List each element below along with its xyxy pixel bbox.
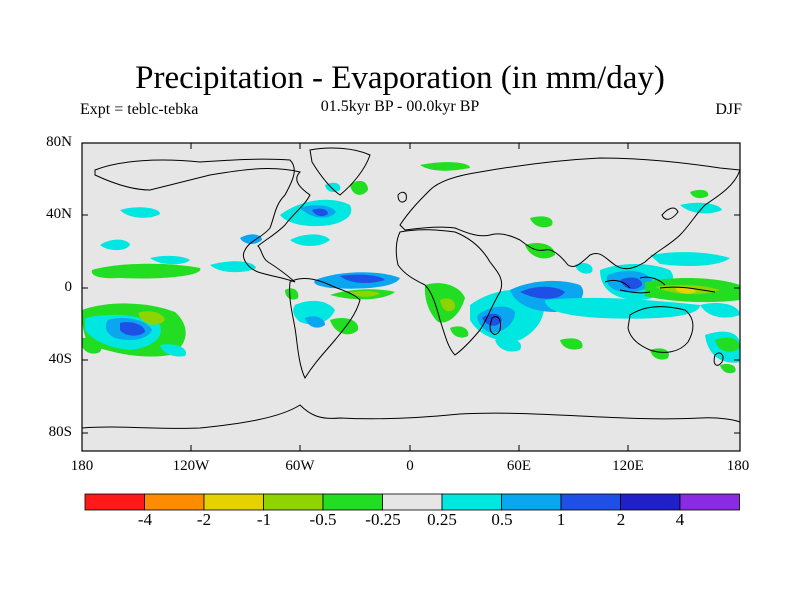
colorbar-label: -1 — [256, 510, 272, 529]
madagascar-coast — [489, 316, 501, 335]
experiment-label: Expt = teblc-tebka — [80, 101, 199, 118]
colorbar-label: -4 — [137, 510, 153, 529]
field-patch — [160, 344, 186, 357]
field-patch — [82, 337, 102, 354]
new-zealand-coast — [713, 352, 724, 366]
plot-title: Precipitation - Evaporation (in mm/day) — [135, 60, 665, 96]
antarctica-coast — [82, 404, 740, 429]
colorbar-label: -0.5 — [309, 510, 337, 529]
field-patch — [715, 337, 740, 352]
field-patch — [150, 255, 190, 265]
lon-label-180e: 180 — [726, 458, 750, 474]
field-patch — [290, 234, 330, 246]
colorbar-label: 4 — [675, 510, 685, 529]
field-patch — [330, 318, 359, 335]
colorbar-box — [144, 493, 205, 511]
field-patch — [495, 338, 521, 352]
field-patch — [690, 189, 709, 199]
field-patch — [520, 286, 565, 299]
colorbar-label: 0.25 — [427, 510, 457, 529]
british-isles-coast — [397, 191, 407, 203]
japan-coast — [661, 207, 679, 220]
field-patch — [350, 290, 380, 297]
field-patch — [650, 252, 730, 266]
north-america-coast — [94, 158, 311, 283]
field-patch — [680, 202, 722, 214]
colorbar-box — [203, 493, 264, 511]
lat-label-40s: 40S — [48, 351, 72, 367]
maritime-islands-coast — [604, 276, 716, 294]
greenland-coast — [309, 147, 371, 196]
colorbar-label: 1 — [556, 510, 566, 529]
field-patch — [305, 316, 325, 328]
colorbar-box — [620, 493, 681, 511]
lon-label-120e: 120E — [612, 458, 644, 474]
field-patch — [91, 263, 201, 279]
lon-label-180w: 180 — [70, 458, 94, 474]
lon-label-120w: 120W — [172, 458, 210, 474]
field-patch — [312, 208, 328, 217]
field-patch — [293, 300, 335, 325]
lon-label-60e: 60E — [506, 458, 532, 474]
lon-label-0: 0 — [406, 458, 414, 474]
field-patch — [620, 277, 642, 290]
colorbar-box — [441, 493, 502, 511]
map-frame — [81, 142, 741, 452]
field-patch — [440, 298, 456, 312]
colorbar-box — [560, 493, 621, 511]
colorbar-label: 2 — [616, 510, 626, 529]
colorbar-box — [679, 493, 740, 511]
field-patch — [720, 363, 736, 374]
field-patch — [120, 207, 160, 218]
colorbar-label: 0.5 — [491, 510, 513, 529]
colorbar-label: -2 — [196, 510, 212, 529]
field-patch — [210, 261, 256, 273]
colorbar-box — [501, 493, 562, 511]
colorbar-box — [84, 493, 145, 511]
field-patch — [100, 239, 130, 251]
colorbar-box — [322, 493, 383, 511]
field-patch — [700, 303, 740, 318]
lat-label-80s: 80S — [48, 424, 72, 440]
field-patch — [240, 234, 262, 244]
colorbar-box — [382, 493, 443, 511]
field-patch — [350, 180, 368, 195]
field-patch — [560, 338, 583, 350]
lat-label-40n: 40N — [46, 206, 72, 222]
field-patch — [420, 162, 470, 171]
colorbar — [84, 493, 740, 511]
colorbar-box — [263, 493, 324, 511]
coastlines — [82, 147, 740, 429]
lon-label-60w: 60W — [285, 458, 315, 474]
colorbar-label: -0.25 — [365, 510, 401, 529]
period-label: 01.5kyr BP - 00.0kyr BP — [320, 98, 480, 115]
africa-coast — [395, 229, 503, 356]
field-patch — [285, 288, 299, 300]
field-patch — [120, 322, 145, 336]
field-patch — [530, 216, 553, 228]
field-patch — [575, 262, 593, 274]
season-label: DJF — [715, 101, 742, 118]
australia-coast — [627, 306, 694, 353]
axis-ticks — [81, 142, 741, 451]
lat-label-equator: 0 — [64, 279, 73, 295]
field-patch — [340, 274, 385, 284]
field-patch — [138, 311, 165, 325]
south-america-coast — [289, 277, 361, 380]
field-patch — [545, 297, 700, 319]
eurasia-coast — [399, 157, 740, 270]
lat-label-80n: 80N — [46, 134, 72, 150]
field-patch — [450, 326, 469, 338]
